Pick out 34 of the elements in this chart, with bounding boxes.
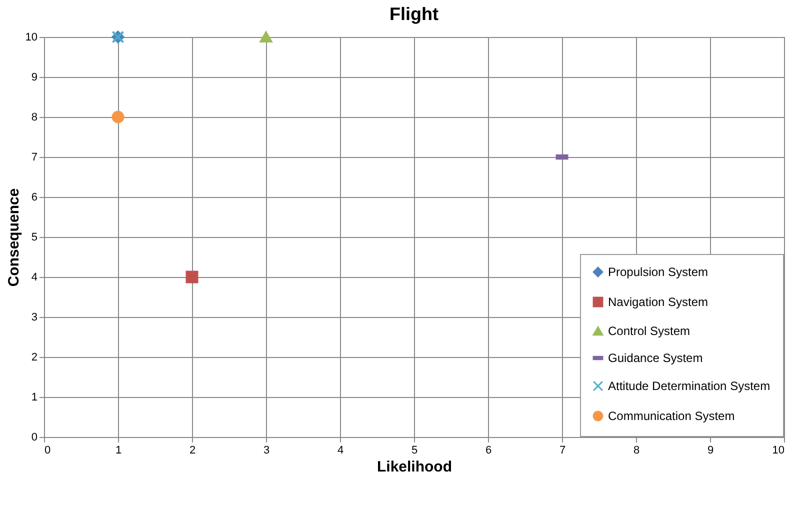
y-tick-label: 8 [31,112,38,124]
x-tick-label: 7 [559,444,566,456]
x-tick-label: 1 [115,444,122,456]
x-tick-label: 4 [337,444,344,456]
x-tick-label: 0 [44,444,51,456]
point [186,270,198,284]
legend-label: Communication System [608,409,735,423]
legend-label: Control System [608,324,690,338]
x-axis-title: Likelihood [377,458,452,476]
y-tick-label: 2 [31,352,38,364]
x-tick-label: 3 [263,444,270,456]
y-tick-label: 3 [31,312,38,324]
x-tick-label: 8 [633,444,640,456]
y-tick-label: 5 [31,232,38,244]
y-tick-label: 9 [31,72,38,84]
y-tick-label: 10 [25,32,38,44]
x-tick-label: 10 [772,444,784,456]
x-tick-label: 5 [411,444,418,456]
legend-label: Guidance System [608,351,703,365]
point [260,31,272,43]
x-tick-label: 9 [707,444,714,456]
y-tick-label: 0 [31,432,38,444]
legend-label: Propulsion System [608,265,708,279]
y-tick-label: 1 [31,392,38,404]
y-tick-label: 6 [31,192,38,204]
y-axis-title: Consequence [5,188,22,287]
x-tick-label: 2 [189,444,196,456]
legend-label: Navigation System [608,295,708,309]
y-tick-label: 7 [31,152,38,164]
chart-title: Flight [390,4,438,24]
point [112,110,124,124]
x-tick-label: 6 [485,444,492,456]
legend-label: Attitude Determination System [608,379,770,393]
y-tick-label: 4 [31,272,38,284]
